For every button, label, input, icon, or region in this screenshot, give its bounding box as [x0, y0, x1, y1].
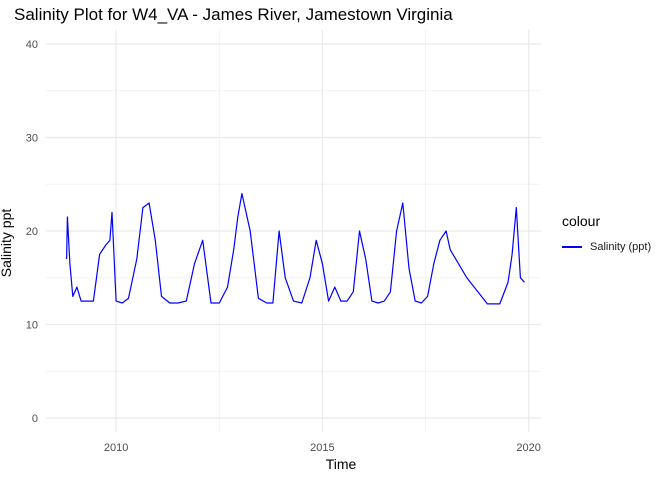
y-tick-label: 10 [26, 319, 38, 331]
y-tick-label: 20 [26, 226, 38, 238]
legend-label: Salinity (ppt) [590, 241, 652, 253]
legend: colour Salinity (ppt) [562, 213, 651, 253]
y-tick-label: 40 [26, 39, 38, 51]
y-axis-label: Salinity ppt [0, 208, 15, 278]
legend-title: colour [562, 213, 601, 229]
x-tick-label: 2020 [516, 442, 540, 454]
major-gridlines [46, 30, 541, 432]
x-axis-label: Time [325, 456, 357, 472]
x-tick-label: 2010 [104, 442, 128, 454]
legend-key [562, 246, 582, 248]
series-line-0 [66, 193, 525, 305]
chart-title: Salinity Plot for W4_VA - James River, J… [14, 5, 453, 24]
y-tick-label: 0 [32, 413, 38, 425]
y-tick-label: 30 [26, 133, 38, 145]
x-tick-label: 2015 [310, 442, 334, 454]
tick-labels: 0 10 20 30 40 2010 2015 2020 [26, 39, 541, 454]
legend-item: Salinity (ppt) [562, 241, 651, 253]
series-layer [66, 193, 525, 305]
